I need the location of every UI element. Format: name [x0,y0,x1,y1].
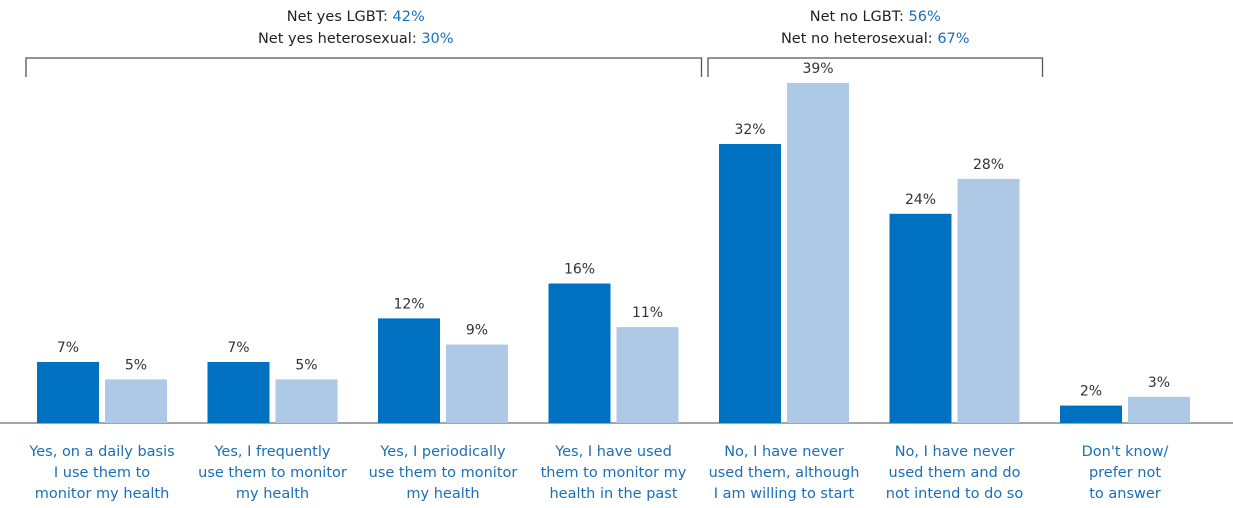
bar-series1-cat2 [207,361,270,423]
bar-series1-cat7 [1060,405,1122,423]
value-label-series1-cat3: 12% [393,296,424,312]
category-label-6: No, I have never used them and do not inte… [886,444,1024,502]
bar-series2-cat4 [616,327,679,423]
net-bracket-1 [25,57,703,77]
net-summary-line-1-1: Net yes LGBT: 42% [287,9,425,25]
bar-series2-cat1 [105,379,167,423]
value-label-series1-cat4: 16% [564,262,595,278]
net-bracket-2 [707,57,1044,77]
value-label-series1-cat1: 7% [57,340,79,356]
net-summary-line-2-1: Net no LGBT: 56% [810,9,941,25]
value-label-series1-cat2: 7% [227,340,249,356]
category-label-3: Yes, I periodically use them to monitor my… [369,444,518,502]
bar-series2-cat2 [275,379,338,423]
value-label-series2-cat4: 11% [632,305,663,321]
category-label-1: Yes, on a daily basis I use them to monito… [28,444,174,502]
bar-series1-cat6 [889,213,952,423]
value-label-series2-cat1: 5% [125,357,147,373]
category-label-5: No, I have never used them, although I am … [709,444,860,502]
value-label-series1-cat5: 32% [734,122,765,138]
category-label-2: Yes, I frequently use them to monitor my h… [198,444,347,502]
bar-series2-cat5 [787,83,849,423]
value-label-series2-cat2: 5% [295,357,317,373]
bar-series1-cat3 [378,318,440,423]
bar-series2-cat6 [957,178,1020,423]
category-label-7: Don't know/prefer not to answer [1082,444,1169,502]
net-summary-line-1-2: Net yes heterosexual: 30% [258,31,454,47]
value-label-series2-cat5: 39% [802,61,833,77]
value-label-series1-cat6: 24% [905,192,936,208]
value-label-series2-cat7: 3% [1148,375,1170,391]
category-label-4: Yes, I have used them to monitor my health… [541,444,687,502]
value-label-series1-cat7: 2% [1080,384,1102,400]
bar-series1-cat4 [548,283,611,423]
bar-series2-cat3 [446,344,508,423]
bar-series1-cat1 [37,361,99,423]
bar-series2-cat7 [1128,396,1190,423]
bar-series1-cat5 [719,144,781,423]
net-summary-line-2-2: Net no heterosexual: 67% [781,31,970,47]
value-label-series2-cat6: 28% [973,157,1004,173]
value-label-series2-cat3: 9% [466,323,488,339]
